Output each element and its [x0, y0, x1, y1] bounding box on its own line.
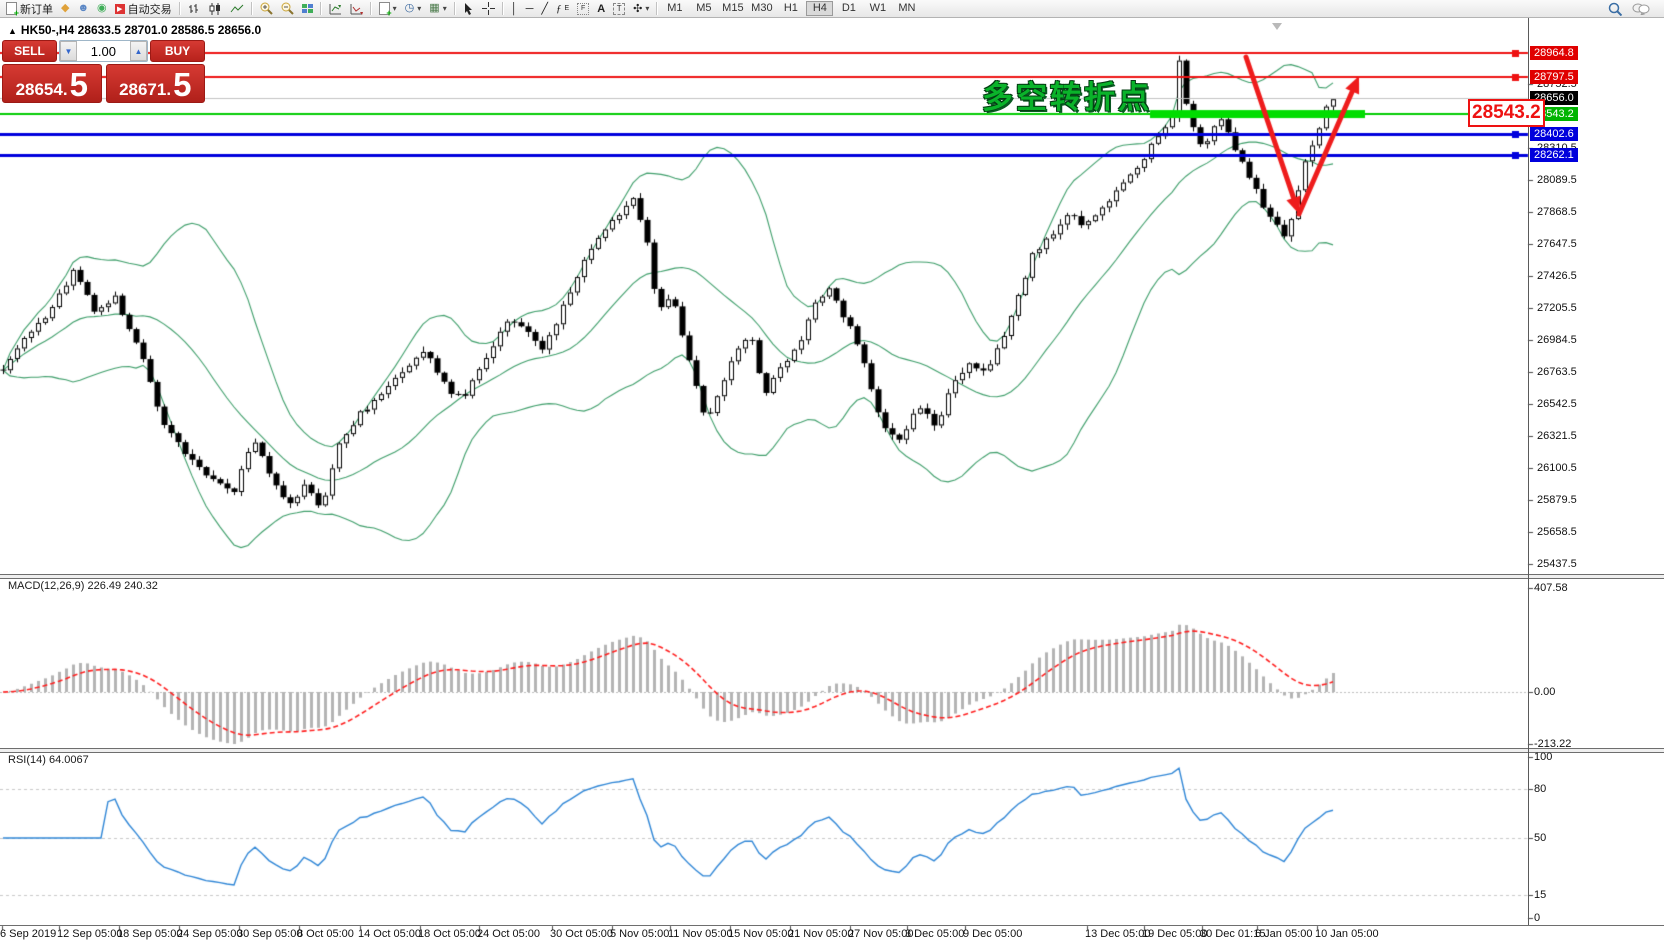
rsi-label: RSI(14) 64.0067 — [8, 754, 89, 766]
template-icon: ▦ — [429, 2, 440, 14]
buy-price-button[interactable]: 28671. 5 — [105, 64, 205, 103]
horizontal-line-icon[interactable]: ─ — [525, 2, 534, 15]
buy-price-big-digit: 5 — [173, 66, 192, 103]
symbol-ohlc-text: HK50-,H4 28633.5 28701.0 28586.5 28656.0 — [20, 23, 262, 37]
separator — [369, 2, 372, 15]
timeframe-button-m5[interactable]: M5 — [696, 2, 712, 14]
collapse-arrow-icon[interactable]: ▲ — [8, 26, 17, 36]
separator — [656, 2, 659, 15]
volume-control: ▼ 1.00 ▲ — [59, 40, 148, 62]
indicator-window-icon[interactable] — [346, 1, 367, 17]
chat-icon[interactable] — [1632, 2, 1650, 15]
time-axis-line — [0, 925, 1664, 926]
volume-down-button[interactable]: ▼ — [60, 41, 77, 61]
signals-icon[interactable]: ◉ — [97, 2, 107, 14]
template-dropdown[interactable]: ▦ ▾ — [429, 2, 447, 14]
timeframe-group: M1 M5 M15 M30 H1 H4 D1 W1 MN — [661, 1, 920, 16]
community-icon[interactable]: ☻ — [77, 2, 90, 14]
toolbar-right — [1608, 2, 1664, 16]
turning-point-annotation: 多空转折点 — [982, 80, 1152, 115]
symbol-info: ▲ HK50-,H4 28633.5 28701.0 28586.5 28656.… — [8, 23, 261, 37]
timeframe-button-d1[interactable]: D1 — [841, 2, 856, 14]
trendline-icon[interactable]: ╱ — [541, 3, 549, 15]
timeframe-button-m15[interactable]: M15 — [722, 2, 744, 14]
new-order-icon: + — [6, 2, 19, 18]
autotrade-icon: ▶ — [114, 3, 125, 14]
buy-label: BUY — [164, 44, 191, 58]
separator — [453, 2, 456, 15]
fibo-channel-icon[interactable]: F — [573, 1, 593, 17]
sell-button[interactable]: SELL — [2, 40, 57, 62]
period-dropdown[interactable]: ◷ ▾ — [404, 2, 422, 14]
arrows-dropdown[interactable]: ✣ ▾ — [633, 3, 650, 15]
separator — [250, 2, 253, 15]
rsi-value: 64.0067 — [48, 754, 89, 766]
autotrade-label: 自动交易 — [127, 3, 172, 16]
volume-up-button[interactable]: ▲ — [130, 41, 147, 61]
zoom-out-icon[interactable] — [277, 1, 298, 17]
cursor-icon[interactable] — [459, 1, 478, 17]
macd-label: MACD(12,26,9) 226.49 240.32 — [8, 580, 158, 592]
timeframe-button-m1[interactable]: M1 — [667, 2, 683, 14]
bar-chart-icon[interactable] — [184, 1, 205, 17]
macd-values: 226.49 240.32 — [87, 580, 158, 592]
sell-price-main: 28654. — [15, 80, 68, 99]
pane-separator-macd-rsi[interactable] — [0, 748, 1664, 753]
separator — [319, 2, 322, 15]
timeframe-button-w1[interactable]: W1 — [869, 2, 887, 14]
buy-price-main: 28671. — [119, 80, 172, 99]
highlighter-icon[interactable]: ◆ — [61, 2, 70, 14]
separator — [501, 2, 504, 15]
sell-label: SELL — [14, 44, 45, 58]
new-order-button[interactable]: + 新订单 — [2, 1, 57, 18]
add-indicator-icon: + — [378, 2, 392, 18]
sell-price-big-digit: 5 — [69, 66, 88, 103]
vertical-line-icon[interactable]: │ — [510, 2, 518, 15]
volume-value[interactable]: 1.00 — [90, 43, 116, 59]
timeframe-button-h4[interactable]: H4 — [806, 1, 834, 16]
macd-name: MACD(12,26,9) — [8, 580, 85, 592]
price-callout-box: 28543.2 — [1468, 99, 1545, 127]
add-indicator-dropdown[interactable]: + ▾ — [375, 1, 401, 18]
text-icon[interactable]: A — [597, 2, 606, 15]
sell-price-button[interactable]: 28654. 5 — [2, 64, 102, 103]
clock-icon: ◷ — [404, 2, 415, 14]
autotrade-button[interactable]: ▶ 自动交易 — [111, 1, 176, 17]
chart-window-icon[interactable] — [325, 1, 346, 17]
one-click-trading-panel: SELL ▼ 1.00 ▲ BUY 28654. 5 28671. 5 — [2, 40, 205, 103]
arrows-icon: ✣ — [633, 3, 643, 15]
chart-shift-marker-icon[interactable] — [1272, 23, 1282, 30]
buy-button[interactable]: BUY — [150, 40, 205, 62]
pane-separator-main-macd[interactable] — [0, 574, 1664, 579]
crosshair-icon[interactable] — [478, 1, 499, 17]
search-icon[interactable] — [1608, 2, 1622, 16]
zoom-in-icon[interactable] — [256, 1, 277, 17]
candlestick-icon[interactable] — [205, 1, 226, 17]
tile-windows-icon[interactable] — [298, 1, 317, 17]
separator — [178, 2, 181, 15]
timeframe-button-h1[interactable]: H1 — [783, 2, 798, 14]
rsi-name: RSI(14) — [8, 754, 46, 766]
new-order-label: 新订单 — [20, 3, 53, 16]
timeframe-button-mn[interactable]: MN — [898, 2, 916, 14]
text-label-icon[interactable]: T — [609, 1, 629, 17]
line-chart-icon[interactable] — [226, 1, 248, 17]
timeframe-button-m30[interactable]: M30 — [751, 2, 773, 14]
